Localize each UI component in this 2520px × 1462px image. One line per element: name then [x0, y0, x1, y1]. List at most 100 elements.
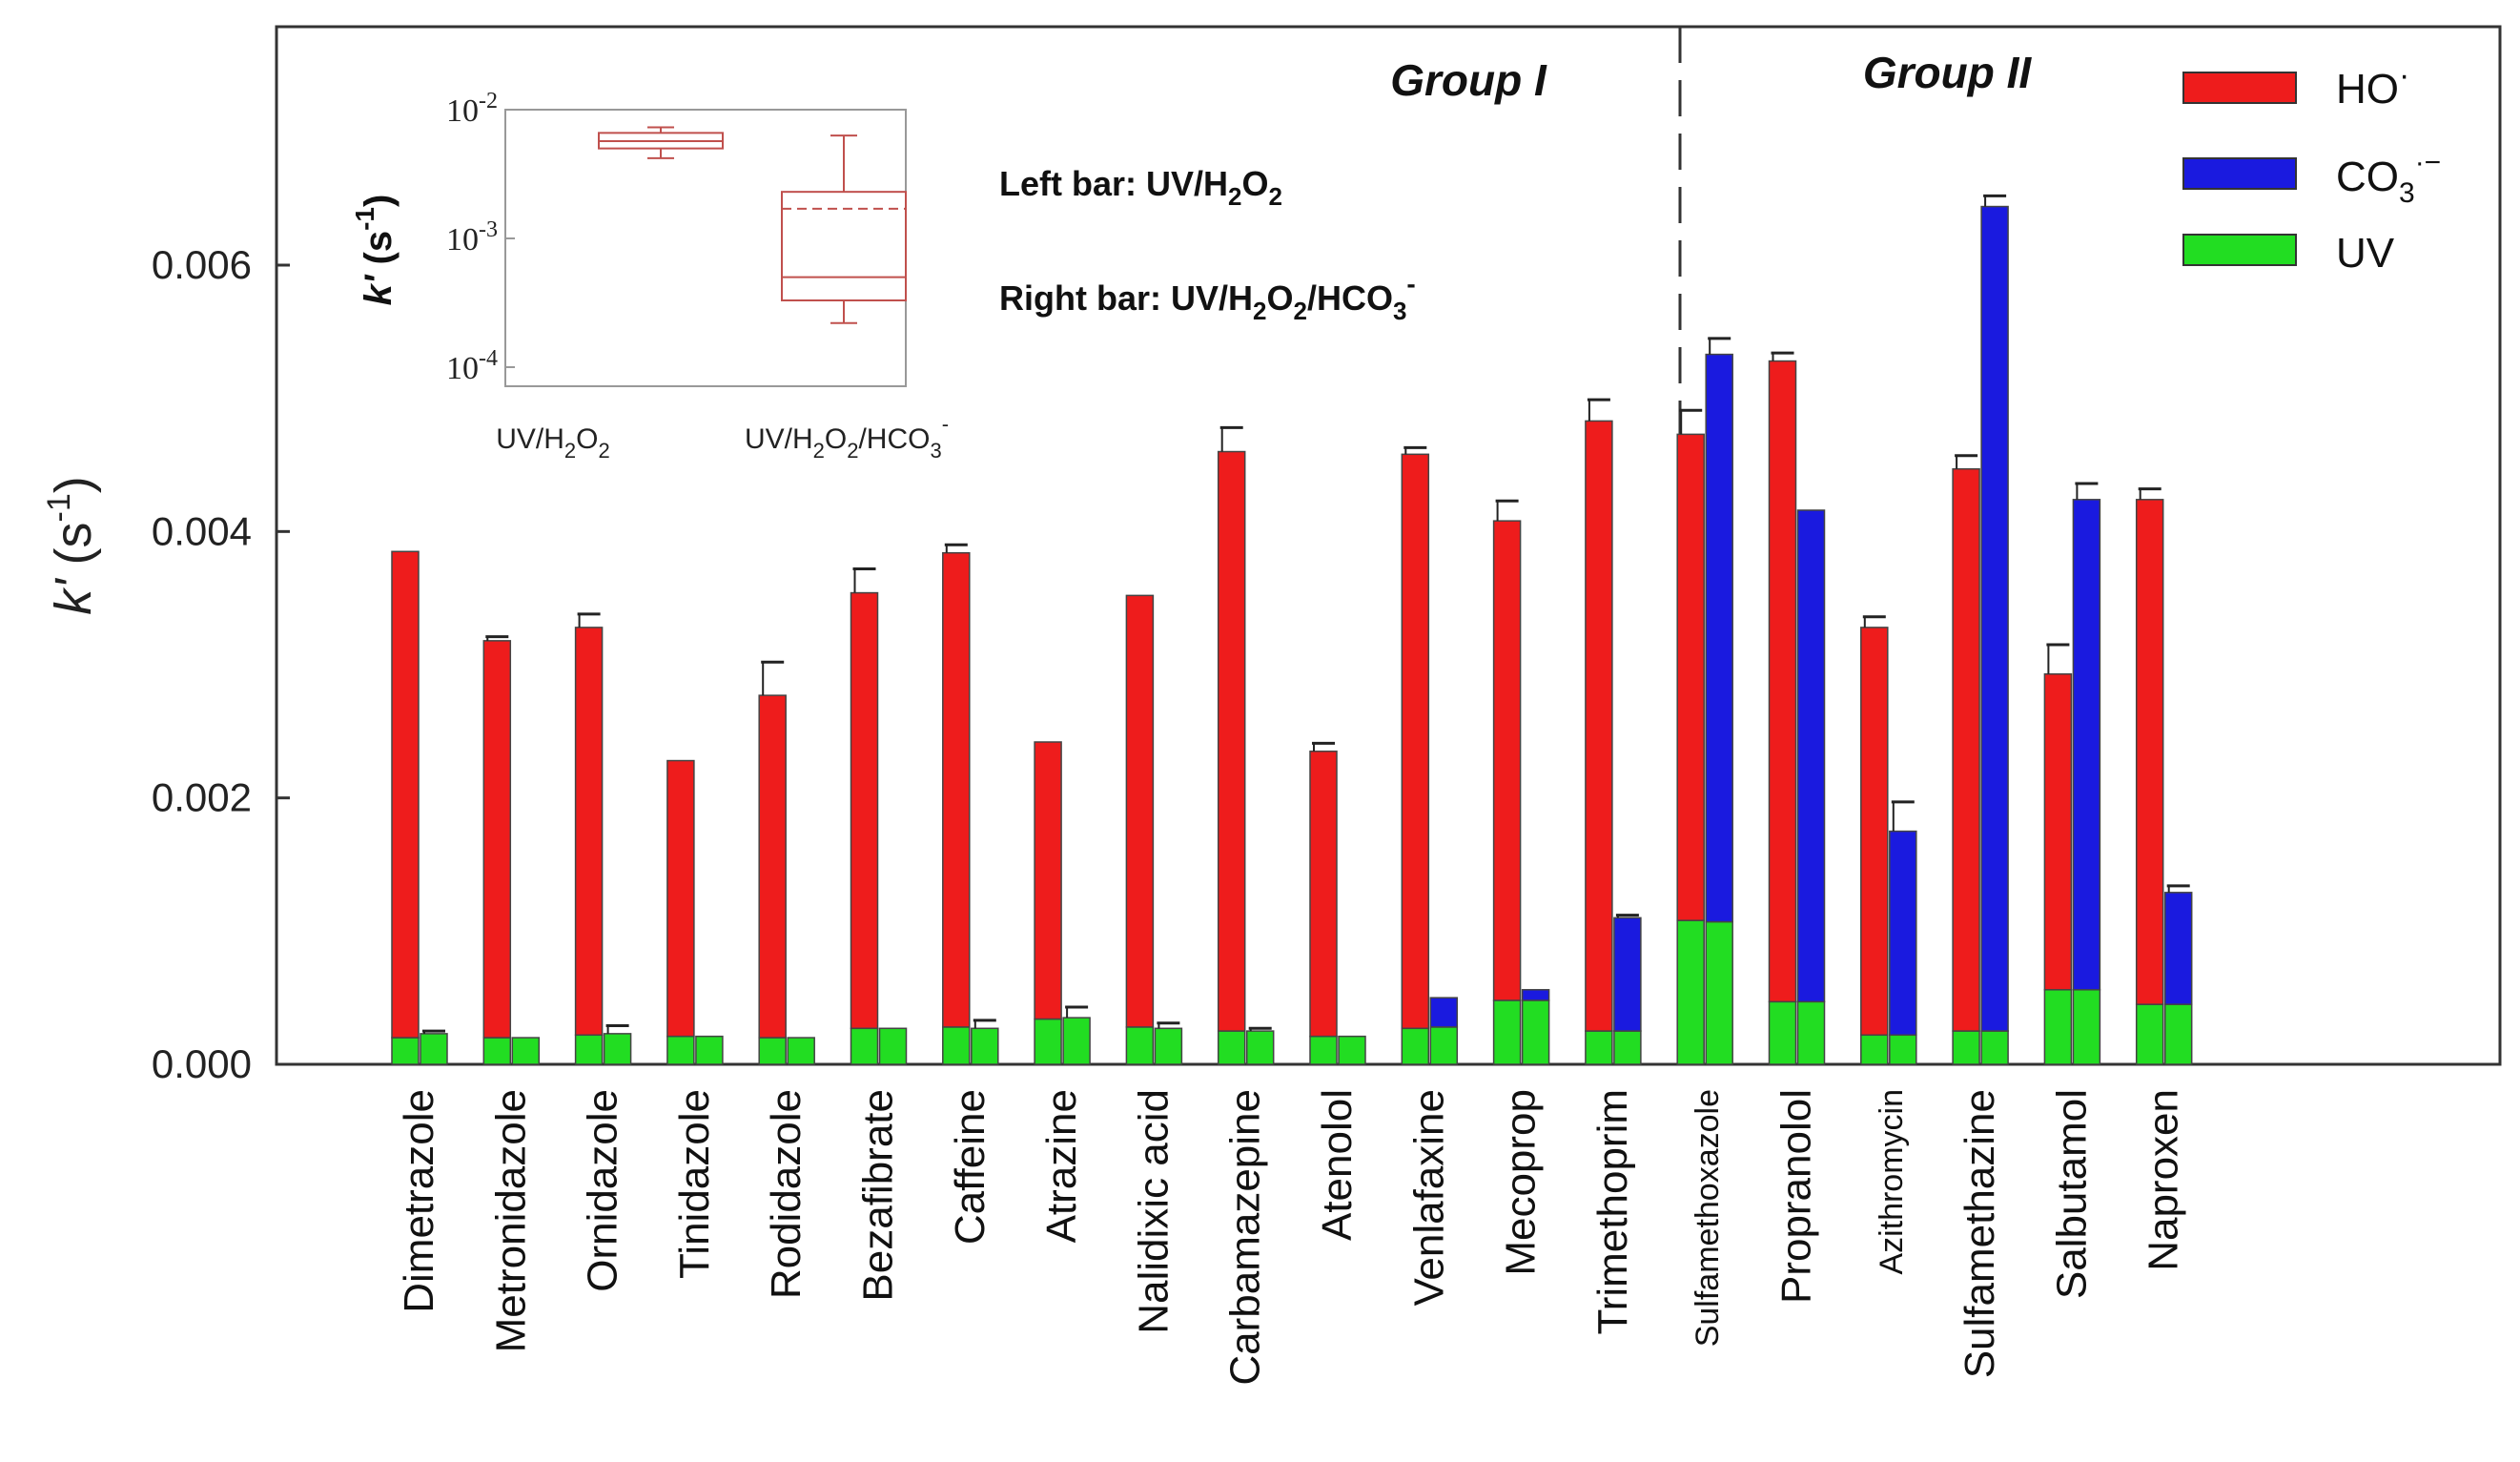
y-tick-label: 0.000 — [152, 1041, 252, 1086]
y-tick-label: 0.006 — [152, 242, 252, 287]
legend-label-uv: UV — [2336, 230, 2395, 277]
inset-y-axis-title: k' (s-1) — [350, 195, 400, 306]
y-tick-label: 0.004 — [152, 508, 252, 553]
bar-left-ho — [1034, 741, 1062, 1020]
bar-pair — [1676, 337, 1733, 1065]
bar-pair — [1034, 741, 1091, 1065]
bar-left-uv — [1401, 1027, 1430, 1065]
bar-left-ho — [758, 694, 787, 1039]
annotation-right-bar: Right bar: UV/H2O2/HCO3- — [999, 269, 1416, 325]
bar-left-uv — [1034, 1018, 1062, 1065]
bar-pair — [1125, 594, 1183, 1065]
bar-left-ho — [1217, 450, 1246, 1032]
bar-right-uv — [1245, 1030, 1275, 1065]
legend-swatch-co3 — [2182, 157, 2297, 190]
bar-left-ho — [1125, 594, 1155, 1028]
bar-left-uv — [1309, 1035, 1338, 1065]
bar-left-uv — [1492, 999, 1522, 1065]
category-labels: Dimetrazole Metronidazole Ornidazole Tinida… — [396, 1089, 2187, 1386]
bar-right-uv — [1613, 1030, 1642, 1065]
bar-pair — [1768, 351, 1826, 1065]
bar-left-ho — [850, 591, 879, 1030]
bar-left-uv — [1676, 919, 1705, 1065]
bar-right-uv — [971, 1027, 999, 1065]
right-bar-sub1: 2 — [1253, 297, 1266, 325]
bar-pair — [850, 566, 908, 1065]
bar-right-co3 — [1889, 830, 1917, 1037]
bar-left-uv — [850, 1027, 879, 1065]
bar-pair — [1585, 398, 1642, 1065]
bar-pair — [666, 759, 724, 1065]
category-label: Atrazine — [1038, 1089, 1085, 1243]
bar-right-uv — [1889, 1034, 1917, 1065]
bar-left-ho — [1492, 520, 1522, 1001]
right-bar-sub3: 3 — [1393, 297, 1406, 325]
bar-right-uv — [1062, 1017, 1091, 1065]
bar-left-uv — [391, 1037, 420, 1065]
legend-label-ho: HO· — [2336, 57, 2409, 113]
right-bar-sub2: 2 — [1293, 297, 1306, 325]
bar-left-uv — [2043, 989, 2073, 1065]
bar-right-uv — [420, 1033, 448, 1065]
bar-right-co3 — [1796, 509, 1826, 1003]
bar-left-ho — [1401, 453, 1430, 1030]
bar-right-uv — [2072, 989, 2101, 1065]
bar-right-uv — [603, 1033, 632, 1065]
bar-right-uv — [1154, 1027, 1183, 1065]
right-bar-mid2: /HCO — [1307, 278, 1393, 318]
bar-right-uv — [695, 1035, 724, 1065]
bar-left-uv — [1217, 1030, 1246, 1065]
category-label: Sulfamethazine — [1957, 1089, 2003, 1378]
bar-left-ho — [1676, 433, 1705, 921]
bar-right-co3 — [1705, 353, 1733, 923]
group-label-2: Group II — [1863, 48, 2033, 97]
bar-right-co3 — [1429, 997, 1459, 1028]
bar-right-uv — [1338, 1035, 1366, 1065]
inset-y-tick-label: 10-4 — [446, 346, 498, 386]
category-label: Nalidixic acid — [1130, 1089, 1177, 1334]
category-label: Ornidazole — [580, 1089, 626, 1292]
category-label: Rodidazole — [763, 1089, 809, 1299]
y-axis-title-exp: -1 — [41, 493, 77, 522]
bar-left-uv — [942, 1026, 971, 1065]
bar-right-uv — [1429, 1026, 1459, 1065]
category-label: Dimetrazole — [396, 1089, 442, 1313]
legend-label-co3: CO3·− — [2336, 147, 2441, 209]
y-axis-title: k' (s-1) — [41, 476, 102, 615]
bar-left-uv — [1585, 1030, 1613, 1065]
category-label: Bezafibrate — [855, 1089, 902, 1302]
inset-frame — [504, 109, 907, 387]
y-axis-title-close: ) — [45, 476, 102, 493]
bar-right-co3 — [1521, 989, 1550, 1001]
inset-label-1: UV/H2O2 — [496, 423, 610, 463]
bar-left-ho — [1309, 751, 1338, 1038]
legend: HO· CO3·− UV — [2182, 57, 2441, 277]
bar-pair — [1952, 194, 2009, 1065]
category-label: Caffeine — [947, 1089, 994, 1245]
inset-y-tick-label: 10-2 — [446, 89, 498, 129]
inset-y-ticks: 10-2 10-3 10-4 — [446, 89, 515, 386]
bar-pair — [942, 543, 999, 1065]
bar-left-ho — [574, 627, 604, 1037]
bar-right-uv — [1705, 920, 1733, 1065]
bar-left-ho — [391, 550, 420, 1039]
bar-right-co3 — [2163, 892, 2193, 1005]
bar-right-uv — [1796, 1000, 1826, 1065]
y-axis: 0.000 0.002 0.004 0.006 — [152, 242, 290, 1086]
group-label-1: Group I — [1390, 55, 1547, 105]
bar-pair — [1860, 615, 1917, 1065]
bar-left-uv — [1768, 1000, 1797, 1065]
bar-left-uv — [574, 1034, 604, 1065]
bar-left-uv — [1860, 1034, 1889, 1065]
inset-box-body — [781, 191, 907, 302]
y-axis-title-k: k' — [45, 578, 102, 615]
legend-swatch-uv — [2182, 234, 2297, 266]
bar-left-ho — [942, 551, 971, 1028]
category-label: Naproxen — [2141, 1089, 2187, 1271]
bar-right-co3 — [1980, 205, 2009, 1032]
inset-box — [781, 134, 907, 324]
left-bar-prefix: Left bar: UV/H — [999, 164, 1228, 203]
bar-pair — [1492, 499, 1550, 1065]
bar-left-uv — [482, 1037, 512, 1065]
